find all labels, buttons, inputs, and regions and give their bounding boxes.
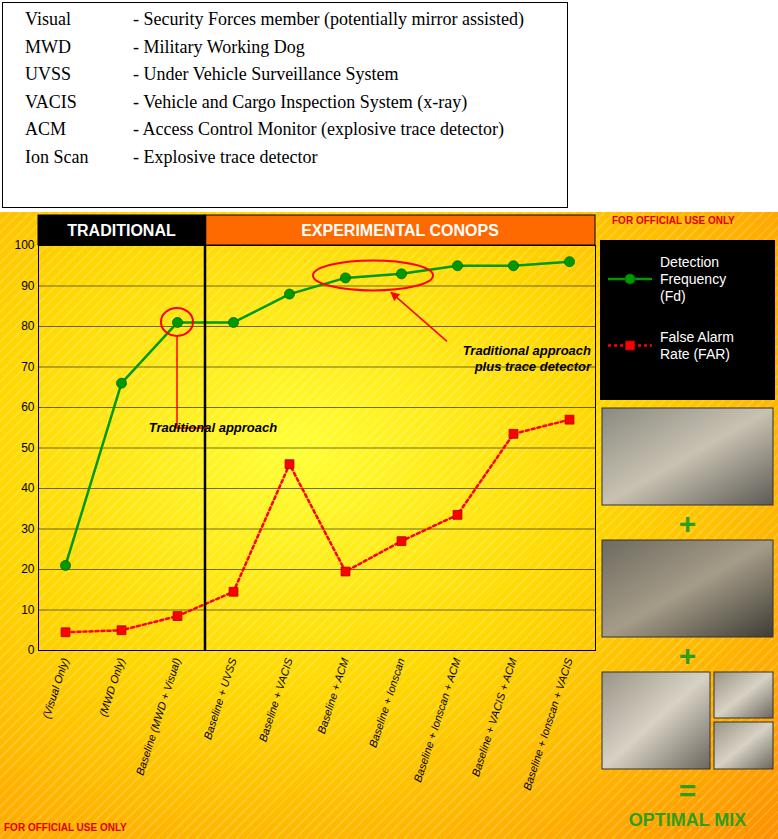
svg-text:10: 10 bbox=[21, 603, 35, 617]
html-text:UVSS: UVSS bbox=[25, 64, 71, 84]
svg-text:False AlarmRate (FAR): False AlarmRate (FAR) bbox=[660, 329, 734, 362]
html-text:- Security Forces member (pote: - Security Forces member (potentially mi… bbox=[133, 9, 524, 29]
svg-text:40: 40 bbox=[21, 481, 35, 495]
svg-text:EXPERIMENTAL CONOPS: EXPERIMENTAL CONOPS bbox=[301, 222, 499, 239]
svg-text:70: 70 bbox=[21, 360, 35, 374]
svg-text:Baseline + UVSS: Baseline + UVSS bbox=[201, 656, 239, 741]
svg-text:50: 50 bbox=[21, 441, 35, 455]
svg-text:Baseline + Ionscan: Baseline + Ionscan bbox=[367, 656, 407, 748]
svg-text:30: 30 bbox=[21, 522, 35, 536]
html-text:FOR OFFICIAL USE ONLY: FOR OFFICIAL USE ONLY bbox=[612, 215, 735, 226]
svg-text:TRADITIONAL: TRADITIONAL bbox=[67, 222, 176, 239]
svg-text:=: = bbox=[679, 774, 697, 807]
svg-text:Traditional approach: Traditional approach bbox=[149, 420, 277, 435]
html-text:ACM: ACM bbox=[25, 119, 66, 139]
svg-text:+: + bbox=[679, 639, 697, 672]
svg-text:Baseline + Ionscan + ACM: Baseline + Ionscan + ACM bbox=[411, 656, 463, 784]
svg-text:0: 0 bbox=[28, 643, 35, 657]
html-text:- Military Working Dog: - Military Working Dog bbox=[133, 36, 305, 57]
svg-text:OPTIMAL MIX: OPTIMAL MIX bbox=[629, 810, 747, 830]
svg-text:20: 20 bbox=[21, 562, 35, 576]
html-text:- Access Control Monitor (expl: - Access Control Monitor (explosive trac… bbox=[133, 119, 504, 139]
svg-text:DetectionFrequency(Fd): DetectionFrequency(Fd) bbox=[660, 254, 726, 304]
svg-text:Baseline + VACIS: Baseline + VACIS bbox=[256, 656, 295, 743]
svg-text:Baseline + ACM: Baseline + ACM bbox=[315, 656, 351, 735]
svg-text:Baseline (MWD + Visual): Baseline (MWD + Visual) bbox=[134, 656, 183, 776]
html-text:Ion Scan: Ion Scan bbox=[25, 146, 89, 167]
html-text:Visual: Visual bbox=[25, 9, 71, 29]
html-text:FOR OFFICIAL USE ONLY: FOR OFFICIAL USE ONLY bbox=[4, 822, 127, 833]
svg-text:Traditional approachplus trace: Traditional approachplus trace detector bbox=[463, 343, 592, 374]
svg-text:100: 100 bbox=[14, 238, 34, 252]
svg-text:90: 90 bbox=[21, 279, 35, 293]
html-text:MWD: MWD bbox=[25, 36, 71, 57]
svg-text:(Visual Only): (Visual Only) bbox=[40, 656, 71, 720]
svg-text:(MWD Only): (MWD Only) bbox=[97, 656, 127, 718]
html-text:VACIS: VACIS bbox=[25, 91, 77, 112]
html-text:- Vehicle and Cargo Inspection: - Vehicle and Cargo Inspection System (x… bbox=[133, 91, 468, 112]
html-text:- Explosive trace detector: - Explosive trace detector bbox=[133, 146, 318, 167]
svg-text:Baseline + VACIS + ACM: Baseline + VACIS + ACM bbox=[469, 656, 519, 778]
svg-text:+: + bbox=[679, 507, 697, 540]
svg-text:60: 60 bbox=[21, 400, 35, 414]
svg-text:80: 80 bbox=[21, 319, 35, 333]
html-text:- Under Vehicle Surveillance S: - Under Vehicle Surveillance System bbox=[133, 64, 399, 84]
svg-text:Baseline + Ionscan + VACIS: Baseline + Ionscan + VACIS bbox=[521, 656, 575, 792]
